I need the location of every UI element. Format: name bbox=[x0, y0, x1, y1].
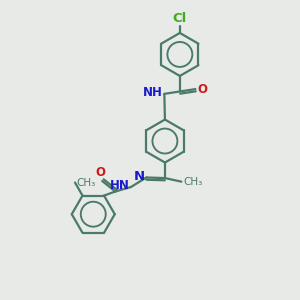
Text: O: O bbox=[95, 166, 105, 179]
Text: NH: NH bbox=[143, 86, 163, 99]
Text: HN: HN bbox=[110, 179, 130, 192]
Text: Cl: Cl bbox=[173, 12, 187, 25]
Text: N: N bbox=[134, 170, 145, 183]
Text: CH₃: CH₃ bbox=[183, 177, 203, 187]
Text: CH₃: CH₃ bbox=[76, 178, 95, 188]
Text: O: O bbox=[197, 82, 208, 96]
